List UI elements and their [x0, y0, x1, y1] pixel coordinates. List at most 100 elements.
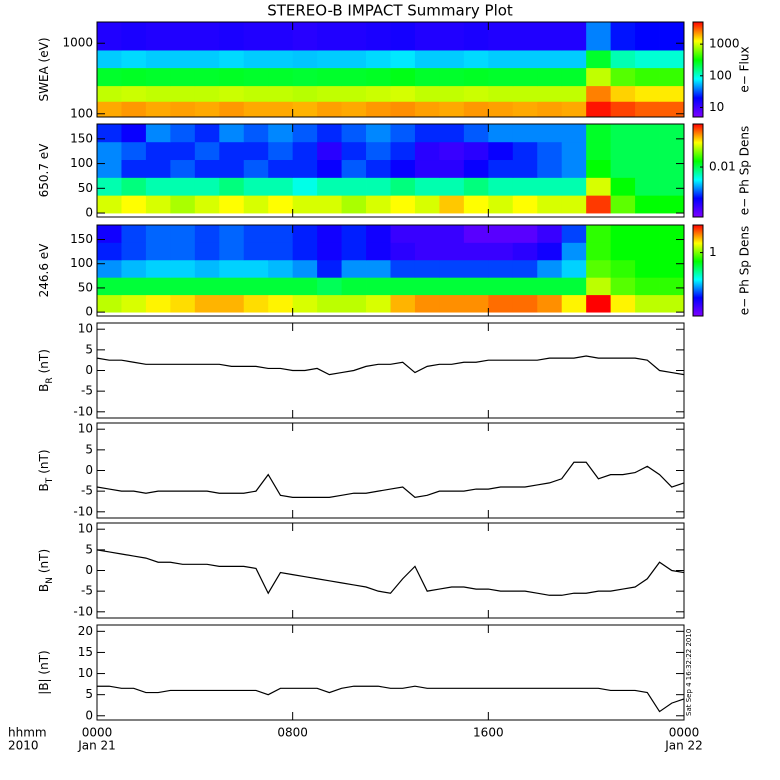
spectrogram-cell: [97, 195, 122, 214]
spectrogram-cell: [439, 85, 465, 102]
spectrogram-cell: [292, 277, 318, 296]
spectrogram-cell: [194, 225, 220, 243]
spectrogram-cell: [537, 177, 563, 196]
spectrogram-cell: [610, 259, 636, 278]
y-tick-label: 5: [85, 442, 93, 456]
spectrogram-cell: [512, 277, 538, 296]
spectrogram-cell: [488, 259, 514, 278]
spectrogram-cell: [121, 141, 147, 161]
spectrogram-cell: [97, 225, 122, 243]
y-axis-label-sub: R: [45, 377, 55, 383]
spectrogram-cell: [317, 242, 342, 261]
spectrogram-cell: [219, 124, 245, 143]
spectrogram-cell: [390, 277, 416, 296]
colorbar-tick-label: 1: [709, 245, 717, 259]
spectrogram-cell: [121, 67, 147, 87]
spectrogram-cell: [488, 101, 514, 118]
y-tick-label: 15: [78, 645, 93, 659]
spectrogram-cell: [414, 85, 440, 102]
spectrogram-cell: [121, 225, 147, 243]
spectrogram-cell: [317, 101, 342, 118]
y-tick-label: -5: [81, 484, 93, 498]
spectrogram-cell: [366, 277, 391, 296]
spectrogram-cell: [537, 195, 563, 214]
spectrogram-cell: [317, 67, 342, 87]
spectrogram-cell: [610, 101, 636, 118]
spectrogram-cell: [194, 50, 220, 69]
spectrogram-cell: [97, 294, 122, 313]
spectrogram-cell: [341, 67, 367, 87]
spectrogram-cell: [635, 277, 660, 296]
spectrogram-cell: [194, 141, 220, 161]
spectrogram-cell: [366, 242, 391, 261]
spectrogram-cell: [97, 67, 122, 87]
y-tick-label: 0: [85, 206, 93, 220]
y-axis-label: SWEA (eV): [37, 37, 51, 101]
spectrogram-cell: [414, 159, 440, 178]
spectrogram-cell: [488, 85, 514, 102]
spectrogram-cell: [610, 124, 636, 143]
spectrogram-cell: [243, 159, 269, 178]
spectrogram-cell: [439, 67, 465, 87]
spectrogram-cell: [366, 50, 391, 69]
spectrogram-cell: [194, 242, 220, 261]
spectrogram-cell: [537, 124, 563, 143]
colorbar: [692, 224, 704, 317]
spectrogram-cell: [268, 242, 294, 261]
spectrogram-cell: [463, 195, 489, 214]
spectrogram-cell: [170, 259, 196, 278]
spectrogram-cell: [561, 67, 587, 87]
spectrogram-cell: [586, 259, 612, 278]
spectrogram-cell: [170, 294, 196, 313]
spectrogram-cell: [586, 195, 612, 214]
spectrogram-cell: [463, 22, 489, 51]
spectrogram-cell: [488, 225, 514, 243]
y-axis-label-sub: N: [45, 577, 55, 584]
spectrogram-cell: [635, 225, 660, 243]
spectrogram-cell: [145, 50, 171, 69]
spectrogram-cell: [635, 294, 660, 313]
spectrogram-cell: [292, 67, 318, 87]
spectrogram-cell: [219, 277, 245, 296]
spectrogram-cell: [635, 259, 660, 278]
spectrogram-cell: [463, 225, 489, 243]
colorbar-label: e− Ph Sp Dens: [738, 226, 752, 315]
spectrogram-cell: [170, 159, 196, 178]
spectrogram-cell: [659, 195, 685, 214]
spectrogram-cell: [366, 159, 391, 178]
y-tick-label: -10: [73, 504, 93, 518]
spectrogram-cell: [292, 141, 318, 161]
spectrogram-cell: [145, 85, 171, 102]
spectrogram-cell: [561, 50, 587, 69]
spectrogram-cell: [439, 195, 465, 214]
spectrogram-cell: [292, 294, 318, 313]
spectrogram-cell: [121, 124, 147, 143]
colorbar-tick-label: 0.01: [709, 160, 736, 174]
spectrogram-cell: [219, 50, 245, 69]
spectrogram-cell: [243, 259, 269, 278]
spectrogram-cell: [121, 101, 147, 118]
spectrogram-cell: [488, 67, 514, 87]
y-tick-label: 10: [78, 322, 93, 336]
spectrogram-cell: [219, 67, 245, 87]
spectrogram-cell: [268, 277, 294, 296]
spectrogram-cell: [561, 101, 587, 118]
y-axis-label-main: 650.7 eV: [37, 143, 51, 198]
spectrogram-cell: [537, 225, 563, 243]
spectrogram-cell: [194, 22, 220, 51]
spectrogram-cell: [170, 22, 196, 51]
spectrogram-cell: [439, 225, 465, 243]
spectrogram-cell: [659, 159, 685, 178]
spectrogram-cell: [512, 225, 538, 243]
spectrogram-cell: [121, 294, 147, 313]
spectrogram-cell: [170, 242, 196, 261]
x-tick-label: 0000: [82, 726, 113, 740]
panel-frame: [96, 21, 685, 118]
spectrogram-cell: [121, 277, 147, 296]
spectrogram-cell: [512, 195, 538, 214]
spectrogram-cell: [586, 101, 612, 118]
spectrogram-cell: [366, 177, 391, 196]
panel: -10 -5 0 5 10 BT (nT): [37, 422, 685, 519]
spectrogram-cell: [463, 159, 489, 178]
spectrogram-cell: [317, 22, 342, 51]
